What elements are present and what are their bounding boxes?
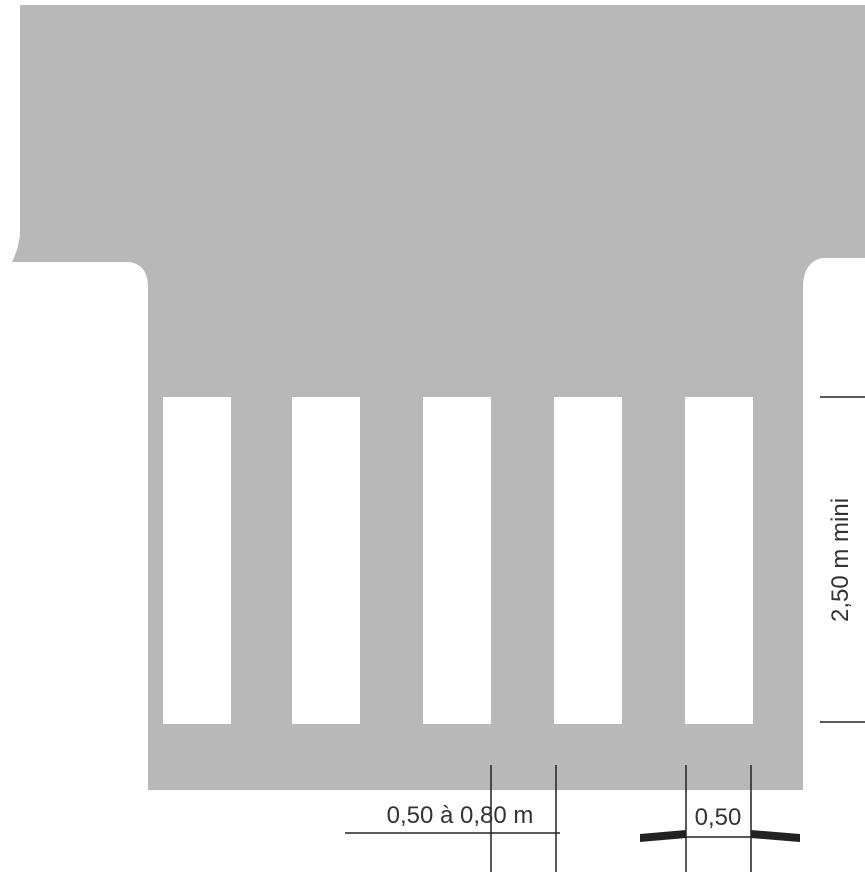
crosswalk-stripe [423, 397, 491, 724]
stripe-width-label: 0,50 [695, 804, 742, 831]
crosswalk-stripe [554, 397, 622, 724]
crosswalk-stripe [292, 397, 360, 724]
dimension-arrow-icon [640, 830, 686, 842]
crosswalk-stripe [163, 397, 231, 724]
gap-width-label: 0,50 à 0,80 m [387, 802, 534, 829]
stripe-length-label: 2,50 m mini [827, 498, 854, 622]
crosswalk-stripe [685, 397, 753, 724]
dimension-arrow-icon [751, 830, 800, 842]
